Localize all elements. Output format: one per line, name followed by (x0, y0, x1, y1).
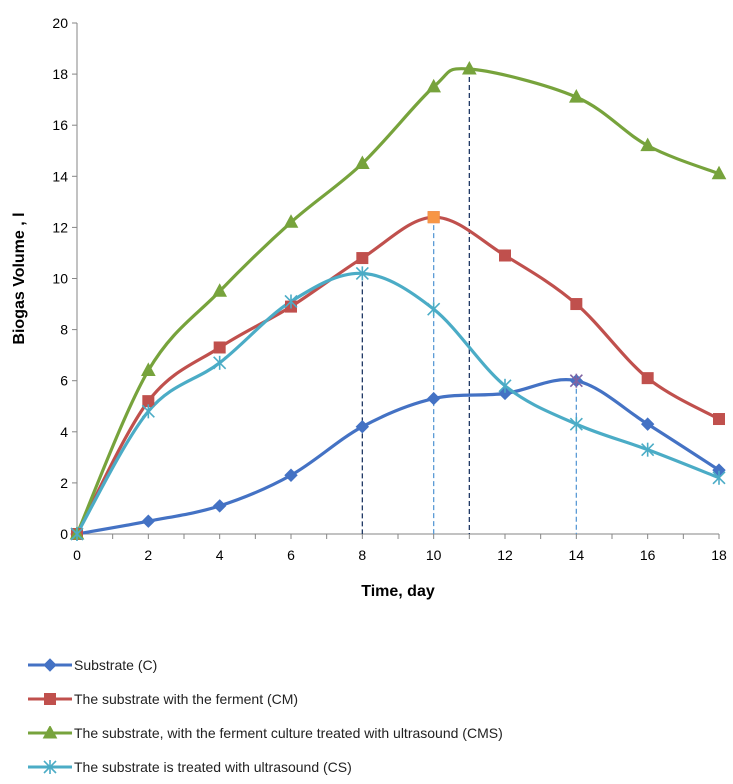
marker-cm (641, 372, 654, 385)
marker-c (355, 419, 370, 434)
x-tick-label: 8 (358, 547, 366, 563)
legend-label-c: Substrate (C) (74, 657, 158, 673)
marker-cs (141, 404, 155, 419)
legend-label-cs: The substrate is treated with ultrasound… (74, 759, 352, 775)
legend-label-cm: The substrate with the ferment (CM) (74, 691, 299, 707)
marker-c (284, 468, 298, 482)
marker-cs (569, 417, 583, 432)
marker-cm (570, 298, 583, 311)
marker-cs (213, 355, 227, 370)
marker-cs (498, 378, 512, 393)
x-tick-label: 16 (640, 547, 656, 563)
x-tick-label: 18 (711, 547, 727, 563)
marker-cs (427, 302, 441, 317)
y-axis-title: Biogas Volume , l (11, 212, 28, 344)
marker-cms (711, 165, 727, 180)
legend: Substrate (C) The substrate with the fer… (28, 648, 718, 784)
y-tick-label: 10 (52, 271, 68, 287)
marker-cms (354, 155, 370, 170)
series-line-c (76, 378, 720, 536)
x-tick-label: 12 (497, 547, 513, 563)
highlight-marker (569, 373, 583, 388)
marker-cm (713, 413, 725, 426)
x-tick-label: 6 (287, 547, 295, 563)
y-tick-label: 0 (60, 526, 68, 542)
legend-swatch-cms (28, 726, 72, 739)
x-axis-title: Time, day (361, 583, 435, 600)
x-tick-label: 10 (426, 547, 442, 563)
marker-cs (641, 442, 655, 457)
marker-c (640, 417, 655, 431)
legend-item-cs: The substrate is treated with ultrasound… (28, 750, 718, 784)
marker-cm (356, 252, 369, 265)
drop-lines (361, 68, 577, 534)
legend-marker (42, 726, 58, 739)
x-tick-label: 14 (569, 547, 585, 563)
x-tick-label: 4 (216, 547, 224, 563)
legend-swatch-cs (28, 760, 72, 774)
series-line-cms (75, 67, 720, 535)
highlight-marker (427, 211, 440, 224)
series-line-cm (75, 215, 720, 535)
y-tick-label: 6 (60, 373, 68, 389)
y-tick-label: 20 (52, 15, 68, 31)
marker-c (212, 499, 227, 513)
marker-c (426, 391, 441, 406)
x-tick-label: 0 (73, 547, 81, 563)
marker-c (498, 386, 512, 401)
legend-label-cms: The substrate, with the ferment culture … (74, 725, 503, 741)
legend-item-cms: The substrate, with the ferment culture … (28, 716, 718, 750)
marker-cs (355, 266, 369, 281)
x-tick-label: 2 (144, 547, 152, 563)
y-tick-label: 14 (52, 168, 68, 184)
series-lines (75, 67, 720, 536)
legend-marker (43, 760, 57, 774)
marker-c (141, 514, 156, 528)
legend-item-c: Substrate (C) (28, 648, 718, 682)
marker-cs (70, 527, 84, 541)
legend-item-cm: The substrate with the ferment (CM) (28, 682, 718, 716)
marker-cm (499, 249, 511, 262)
marker-cms (426, 78, 442, 93)
y-tick-label: 2 (60, 475, 68, 491)
legend-marker (44, 693, 56, 705)
marker-cs (284, 294, 298, 309)
y-tick-label: 12 (52, 219, 68, 235)
biogas-chart: 0 2 4 6 8 10 12 14 16 18 20 0 2 4 6 8 10 12 14 16 18 Time, d… (11, 15, 727, 600)
marker-cms (568, 89, 584, 103)
series-markers (69, 60, 727, 541)
marker-cms (212, 283, 228, 297)
series-line-cs (75, 271, 720, 535)
marker-cms (140, 362, 156, 376)
axes: 0 2 4 6 8 10 12 14 16 18 20 0 2 4 6 8 10 12 14 16 18 (52, 15, 727, 563)
legend-marker (43, 658, 57, 672)
y-tick-label: 16 (52, 117, 68, 133)
legend-swatch-cm (28, 693, 72, 705)
y-tick-label: 18 (52, 66, 68, 82)
y-tick-label: 8 (60, 322, 68, 338)
marker-cm (213, 341, 226, 354)
marker-cs (712, 470, 726, 485)
marker-cms (283, 214, 299, 228)
y-tick-label: 4 (60, 424, 68, 440)
legend-swatch-c (28, 658, 72, 672)
marker-cms (461, 60, 477, 75)
marker-cms (640, 137, 656, 152)
